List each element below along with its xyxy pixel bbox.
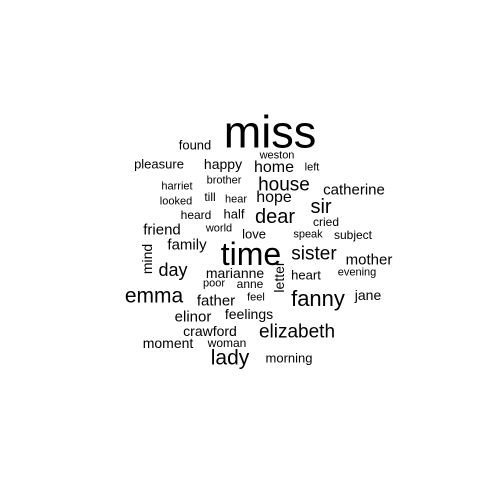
word-morning: morning [265, 350, 313, 366]
word-speak: speak [293, 228, 323, 241]
word-pleasure: pleasure [134, 156, 184, 172]
word-mind: mind [139, 243, 155, 275]
word-lady: lady [210, 346, 250, 370]
word-half: half [223, 206, 245, 222]
word-elinor: elinor [174, 308, 212, 326]
word-brother: brother [206, 174, 242, 187]
word-heart: heart [291, 267, 321, 283]
word-home: home [253, 159, 295, 176]
word-looked: looked [159, 195, 193, 208]
word-feel: feel [247, 291, 265, 304]
word-till: till [204, 190, 216, 204]
word-happy: happy [203, 156, 243, 172]
word-miss: miss [223, 106, 317, 158]
word-father: father [196, 292, 236, 310]
word-mother: mother [345, 251, 393, 269]
word-catherine: catherine [323, 181, 385, 199]
word-jane: jane [354, 287, 382, 303]
word-heard: heard [180, 208, 212, 222]
word-dear: dear [254, 206, 296, 228]
word-woman: woman [207, 336, 247, 350]
word-harriet: harriet [161, 180, 193, 193]
word-fanny: fanny [291, 286, 345, 311]
word-feelings: feelings [224, 306, 274, 322]
word-moment: moment [142, 335, 194, 351]
word-anne: anne [236, 277, 264, 291]
word-left: left [304, 161, 320, 174]
word-emma: emma [124, 284, 184, 308]
word-family: family [167, 236, 207, 254]
word-poor: poor [202, 277, 226, 290]
word-subject: subject [333, 228, 373, 242]
word-friend: friend [143, 221, 181, 239]
word-elizabeth: elizabeth [258, 321, 336, 343]
word-crawford: crawford [183, 323, 237, 339]
word-cried: cried [312, 215, 340, 229]
word-marianne: marianne [205, 265, 265, 281]
word-sister: sister [291, 243, 337, 265]
word-letter: letter [271, 261, 287, 293]
word-time: time [220, 236, 282, 272]
word-house: house [258, 174, 310, 196]
word-hope: hope [256, 189, 292, 206]
word-evening: evening [337, 266, 377, 279]
word-weston: weston [259, 149, 295, 162]
word-love: love [242, 226, 266, 242]
word-day: day [158, 260, 188, 280]
word-found: found [178, 137, 212, 153]
word-sir: sir [310, 196, 332, 218]
word-world: world [205, 222, 233, 235]
word-hear: hear [224, 193, 248, 206]
